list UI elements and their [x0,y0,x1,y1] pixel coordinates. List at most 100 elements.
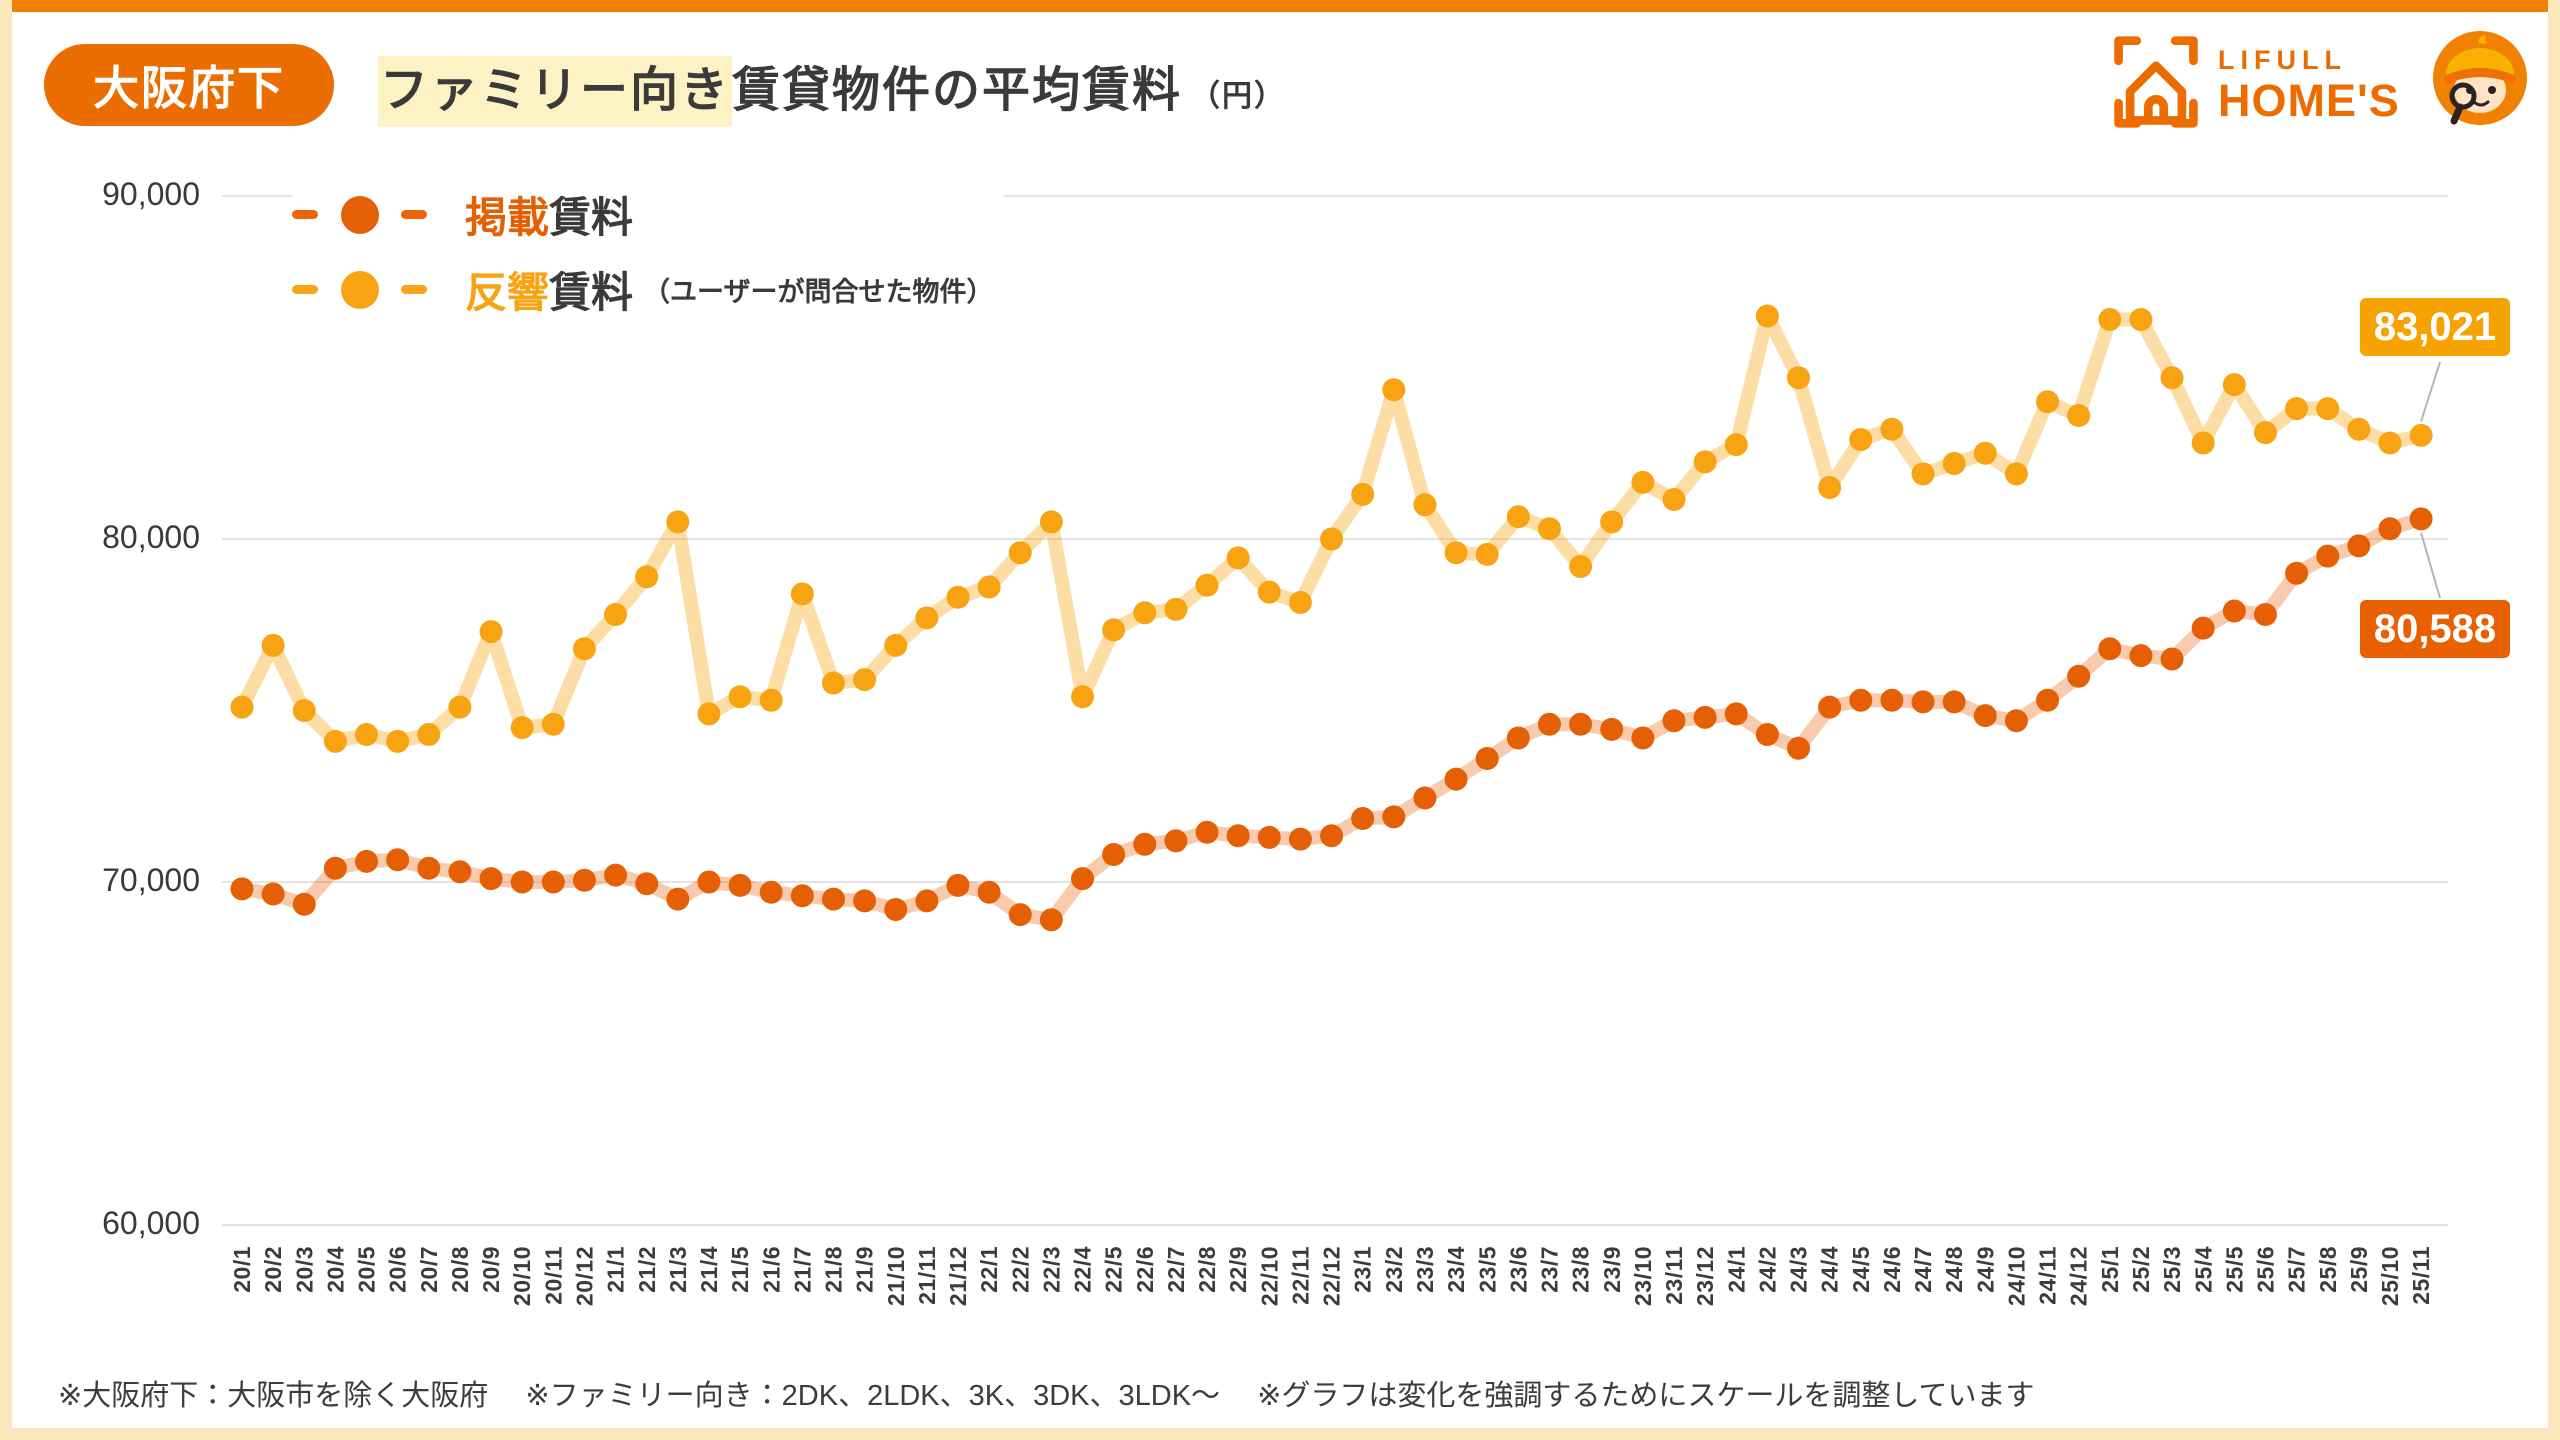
x-tick-label: 21/11 [914,1246,940,1305]
inquiry-series-point [1942,452,1966,476]
y-tick-label: 80,000 [102,519,200,555]
x-tick-label: 25/4 [2190,1246,2216,1293]
x-tick-label: 22/6 [1132,1246,1158,1293]
inquiry-series-point [728,685,752,709]
listed-series-point [1071,867,1095,891]
listed-series-point [821,887,845,911]
inquiry-series-point [323,729,347,753]
inquiry-series-point [759,688,783,712]
listed-series-point [2316,544,2340,568]
title-unit: （円） [1190,80,1287,113]
legend-listed-label: 掲載賃料 [465,194,634,241]
listed-series-point [790,884,814,908]
listed-series-point [2098,637,2122,661]
listed-series-point [1039,908,1063,932]
x-tick-label: 24/3 [1786,1246,1812,1293]
title-rest: 賃貸物件の平均賃料 [732,64,1183,117]
inquiry-series-point [2098,307,2122,331]
x-tick-label: 20/11 [540,1246,566,1305]
x-tick-label: 22/3 [1038,1246,1064,1293]
listed-series-point [853,889,877,913]
listed-series-point [1880,688,1904,712]
inquiry-series-point [1880,417,1904,441]
listed-series-point [448,860,472,884]
listed-series-point [1787,736,1810,760]
x-tick-label: 23/11 [1661,1246,1687,1305]
inquiry-series-point [915,606,939,630]
region-badge: 大阪府下 [44,44,334,126]
inquiry-series-point [510,716,534,740]
inquiry-series-point [2191,431,2215,455]
listed-series-point [1444,767,1468,791]
listed-series-point [572,868,596,892]
x-tick-label: 23/4 [1443,1246,1469,1293]
logo-text: LIFULL HOME'S [2218,46,2400,123]
inquiry-series-point [884,633,908,657]
x-tick-label: 24/2 [1754,1246,1780,1293]
listed-series-point [1569,712,1593,736]
x-tick-label: 24/10 [2003,1246,2029,1306]
listed-series-point [1662,709,1686,733]
listed-series-point [2004,709,2028,733]
x-tick-label: 24/11 [2035,1246,2061,1305]
inquiry-series-point [821,671,845,695]
listed-end-value-badge: 80,588 [2360,600,2510,658]
listed-series-point [1226,824,1250,848]
listed-series-point [386,848,410,872]
inquiry-series-point [1351,482,1375,506]
x-tick-label: 21/6 [758,1246,784,1293]
x-tick-label: 21/10 [883,1246,909,1306]
listed-series-point [2222,599,2246,623]
x-tick-label: 25/11 [2408,1246,2434,1305]
x-tick-label: 22/8 [1194,1246,1220,1293]
x-tick-label: 23/1 [1350,1246,1376,1293]
inquiry-series-point [1600,510,1624,534]
footnote: ※大阪府下：大阪市を除く大阪府 ※ファミリー向き：2DK、2LDK、3K、3DK… [58,1380,2035,1412]
listed-series-point [759,880,783,904]
inquiry-series-point [355,723,379,747]
x-tick-label: 20/4 [322,1246,348,1293]
x-tick-label: 20/10 [509,1246,535,1306]
inquiry-series-point [1818,476,1842,500]
x-tick-label: 25/6 [2253,1246,2279,1293]
inquiry-series-point [977,575,1001,599]
listed-series-point [1755,723,1779,747]
y-tick-label: 70,000 [102,862,200,898]
inquiry-series-point [1320,527,1344,551]
listed-series-point [1257,825,1281,849]
listed-series-point [1693,705,1717,729]
x-tick-label: 21/7 [789,1246,815,1293]
listed-series-point [1818,695,1842,719]
listed-series-point [2285,561,2309,585]
legend-inquiry-note: （ユーザーが問合せた物件） [643,277,994,307]
x-tick-label: 23/3 [1412,1246,1438,1293]
inquiry-series-point [635,565,659,589]
inquiry-series-point [1787,366,1810,390]
listed-series-point [1102,843,1126,867]
inquiry-series-point [1195,573,1219,597]
listed-series-point [728,873,752,897]
listed-series-point [1600,717,1624,741]
inquiry-series-point [541,712,565,736]
inquiry-end-value-badge: 83,021 [2360,298,2510,356]
listed-series-point [915,889,939,913]
x-tick-label: 22/11 [1287,1246,1313,1305]
x-tick-label: 24/9 [1972,1246,1998,1293]
x-tick-label: 23/8 [1568,1246,1594,1293]
listed-series-point [1320,824,1344,848]
listed-series-point [2409,507,2433,531]
listed-series-point [635,872,659,896]
legend-inquiry-label: 反響賃料 [465,269,634,316]
inquiry-series-point [1288,590,1312,614]
x-tick-label: 25/9 [2346,1246,2372,1293]
inquiry-series-point [417,723,441,747]
x-tick-label: 21/2 [634,1246,660,1293]
x-tick-label: 25/3 [2159,1246,2185,1293]
listed-series-point [2160,647,2184,671]
inquiry-series-point [1973,441,1997,465]
inquiry-series-point [1226,546,1250,570]
listed-series-point [946,873,970,897]
inquiry-series-point [1382,378,1406,402]
frame-border-bottom [0,1428,2560,1440]
